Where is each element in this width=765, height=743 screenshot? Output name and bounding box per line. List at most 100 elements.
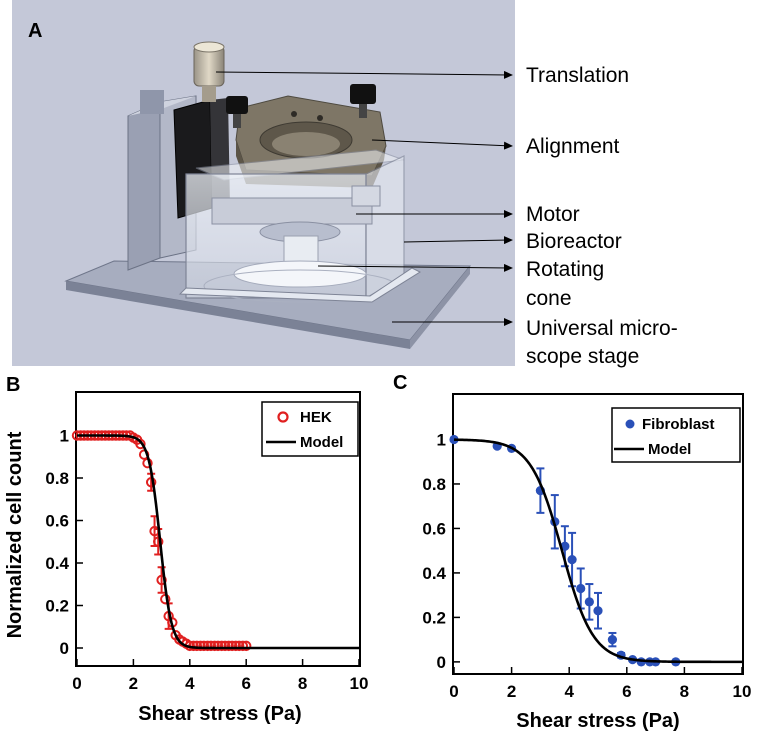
callout-universal-micro: Universal micro- xyxy=(526,317,678,340)
chart-c-legend-model: Model xyxy=(648,441,691,458)
chart-c-frame xyxy=(452,393,744,675)
chart-b-data-point xyxy=(219,640,231,652)
translation-knob-top xyxy=(193,41,225,53)
chart-b-legend: HEK Model xyxy=(261,401,359,457)
chart-b: 0 2 4 6 8 10 0 0.2 0.4 0.6 0.8 1 xyxy=(45,427,368,694)
callout-scope-stage: scope stage xyxy=(526,345,639,368)
stage-base-edge xyxy=(66,281,410,349)
chart-b-data-point xyxy=(156,574,167,586)
translation-column-front xyxy=(127,101,161,271)
chart-c-xlabel: Shear stress (Pa) xyxy=(516,710,679,732)
chart-b-data-point xyxy=(135,438,146,450)
chart-b-xtick-label: 2 xyxy=(129,674,138,693)
chart-c-xtick-label: 2 xyxy=(507,682,516,701)
motor-mount-plate xyxy=(211,197,373,225)
chart-b-data-point xyxy=(233,640,245,652)
chart-b-data-point xyxy=(223,640,234,652)
chart-c-data-point xyxy=(567,554,577,565)
callout-arrows xyxy=(215,70,513,326)
panel-c: C 0 2 4 6 8 10 0 0.2 0.4 0.6 0.8 1 Shear stress (Pa… xyxy=(393,372,751,732)
chart-b-ytick-label: 1 xyxy=(60,427,69,446)
callout-labels: Translation Alignment Motor Bioreactor R… xyxy=(526,64,678,368)
chart-b-data-point xyxy=(209,640,220,652)
chart-b-data-point xyxy=(198,640,210,652)
chart-b-xlabel: Shear stress (Pa) xyxy=(138,703,301,725)
chart-b-data-point xyxy=(205,640,217,652)
callout-translation: Translation xyxy=(526,64,629,87)
chart-b-xtick-label: 4 xyxy=(185,674,195,693)
chart-b-data-point xyxy=(216,640,227,652)
chart-b-ytick-label: 0.8 xyxy=(45,469,69,488)
bracket-hole-1 xyxy=(291,111,297,117)
chart-c-xtick-label: 0 xyxy=(449,682,458,701)
chart-b-legend-box xyxy=(261,401,359,457)
chart-b-model-line xyxy=(77,434,359,650)
chart-b-ytick-label: 0.6 xyxy=(45,512,69,531)
chart-c-model-line xyxy=(453,438,742,664)
arrow-translation xyxy=(215,70,513,79)
alignment-screw-left xyxy=(226,96,248,114)
chart-b-data-point xyxy=(241,640,252,652)
arrow-bioreactor xyxy=(403,236,513,245)
callout-cone: cone xyxy=(526,287,572,310)
panel-c-label: C xyxy=(393,372,407,394)
panel-a-label: A xyxy=(28,20,42,42)
panel-b-label: B xyxy=(6,374,20,396)
chart-b-xtick-label: 6 xyxy=(241,674,250,693)
chart-c-legend-fibroblast: Fibroblast xyxy=(642,416,715,433)
arrow-rotating-cone xyxy=(317,263,513,272)
callout-bioreactor: Bioreactor xyxy=(526,230,622,253)
chart-c-legend: Fibroblast Model xyxy=(611,407,741,463)
chart-c-ytick-label: 1 xyxy=(437,430,446,449)
chart-b-data-point xyxy=(230,640,241,652)
chart-c-data-point xyxy=(576,583,586,594)
alignment-screw-right xyxy=(350,84,376,104)
chart-c-data-point xyxy=(607,635,618,645)
bioreactor-base-frame xyxy=(178,267,422,303)
chart-c-data-point xyxy=(584,597,594,607)
chart-b-data-point xyxy=(237,640,249,652)
chart-c: 0 2 4 6 8 10 0 0.2 0.4 0.6 0.8 1 xyxy=(422,430,751,701)
chart-b-ylabel: Normalized cell count xyxy=(4,431,26,638)
chart-c-data-point xyxy=(593,606,603,616)
callout-motor: Motor xyxy=(526,203,580,226)
bracket-hole-2 xyxy=(317,115,323,121)
chart-b-legend-hek-marker xyxy=(277,411,289,423)
stage-base-side xyxy=(410,266,470,349)
chart-b-xtick-label: 10 xyxy=(350,674,369,693)
panel-b: B 0 2 4 6 8 10 0 0.2 0.4 0.6 0.8 1 Normalized cell … xyxy=(4,374,368,725)
chart-c-legend-box xyxy=(611,407,741,463)
alignment-screw-left-shaft xyxy=(233,114,241,128)
rotating-cone-disc xyxy=(233,260,367,288)
chart-c-ytick-label: 0.4 xyxy=(422,564,446,583)
chart-b-data-point xyxy=(153,536,164,547)
chart-b-frame xyxy=(75,391,361,667)
motor-mount-tab xyxy=(351,185,381,207)
chart-c-ytick-label: 0.8 xyxy=(422,475,446,494)
chart-c-data-point xyxy=(449,434,459,445)
alignment-screw-right-shaft xyxy=(359,104,367,118)
chart-c-xtick-label: 10 xyxy=(733,682,752,701)
arrow-alignment xyxy=(371,139,513,150)
microscope-stage-device xyxy=(64,41,472,349)
panel-a: A xyxy=(12,0,678,368)
chart-b-xtick-label: 8 xyxy=(298,674,307,693)
alignment-bore-inner xyxy=(272,132,340,156)
chart-b-data-point xyxy=(195,640,206,652)
chart-b-xtick-label: 0 xyxy=(72,674,81,693)
chart-b-ytick-label: 0.4 xyxy=(45,554,69,573)
chart-c-ytick-label: 0.6 xyxy=(422,519,446,538)
chart-b-ytick-label: 0.2 xyxy=(45,597,69,616)
chart-b-data-point xyxy=(226,640,238,652)
chart-c-xtick-label: 4 xyxy=(564,682,574,701)
chart-c-legend-fibroblast-marker xyxy=(625,419,635,429)
translation-screw xyxy=(202,86,216,102)
chart-b-ytick-label: 0 xyxy=(60,639,69,658)
chart-b-legend-model: Model xyxy=(300,434,343,451)
chart-c-xtick-label: 6 xyxy=(622,682,631,701)
chart-c-ytick-label: 0 xyxy=(437,653,446,672)
chart-b-legend-hek: HEK xyxy=(300,409,332,426)
chart-b-data-point xyxy=(212,640,224,652)
